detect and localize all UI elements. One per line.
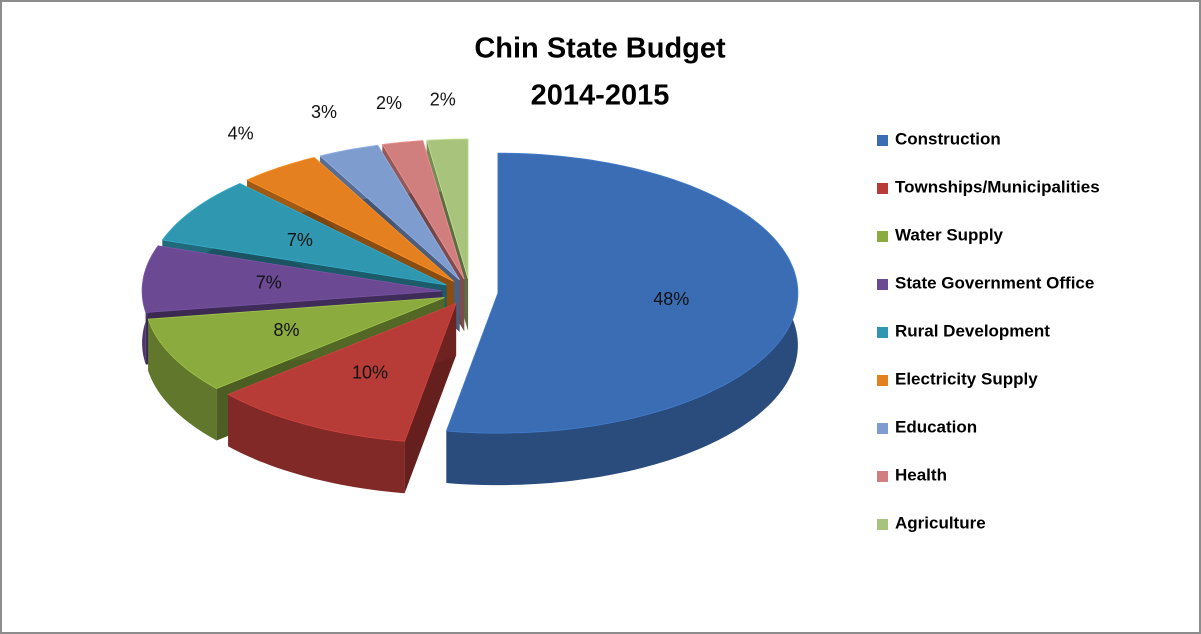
legend-label: Construction (895, 129, 1001, 148)
data-label: 48% (653, 289, 689, 309)
legend-swatch (877, 423, 888, 434)
data-label: 7% (256, 273, 282, 293)
slice-side (148, 319, 217, 441)
legend-label: Electricity Supply (895, 369, 1038, 388)
legend-label: Health (895, 465, 947, 484)
legend-label: Townships/Municipalities (895, 177, 1100, 196)
legend-label: Education (895, 417, 977, 436)
legend-label: Water Supply (895, 225, 1004, 244)
legend-swatch (877, 375, 888, 386)
legend-label: Agriculture (895, 513, 986, 532)
slice-top (445, 152, 799, 434)
slice-top (381, 140, 465, 280)
legend-label: State Government Office (895, 273, 1094, 292)
legend-swatch (877, 135, 888, 146)
legend-swatch (877, 183, 888, 194)
slice-top (147, 297, 445, 389)
slice-top (426, 138, 469, 280)
legend-swatch (877, 279, 888, 290)
slice-top (161, 182, 447, 286)
slice-side (228, 394, 405, 494)
data-label: 2% (430, 89, 456, 109)
slice-top (246, 156, 454, 282)
data-label: 3% (311, 102, 337, 122)
pie-slice (227, 302, 457, 494)
legend-swatch (877, 231, 888, 242)
chart-title: Chin State Budget (474, 33, 726, 65)
data-label: 7% (287, 230, 313, 250)
slice-top (227, 302, 457, 442)
legend-label: Rural Development (895, 321, 1050, 340)
legend-swatch (877, 519, 888, 530)
slice-top (319, 144, 460, 281)
data-label: 8% (274, 320, 300, 340)
legend-swatch (877, 327, 888, 338)
slice-top (141, 245, 443, 313)
data-label: 10% (352, 363, 388, 383)
chart-title: 2014-2015 (531, 80, 670, 112)
data-label: 2% (376, 93, 402, 113)
pie-slice (445, 152, 799, 486)
legend-swatch (877, 471, 888, 482)
data-label: 4% (228, 123, 254, 143)
